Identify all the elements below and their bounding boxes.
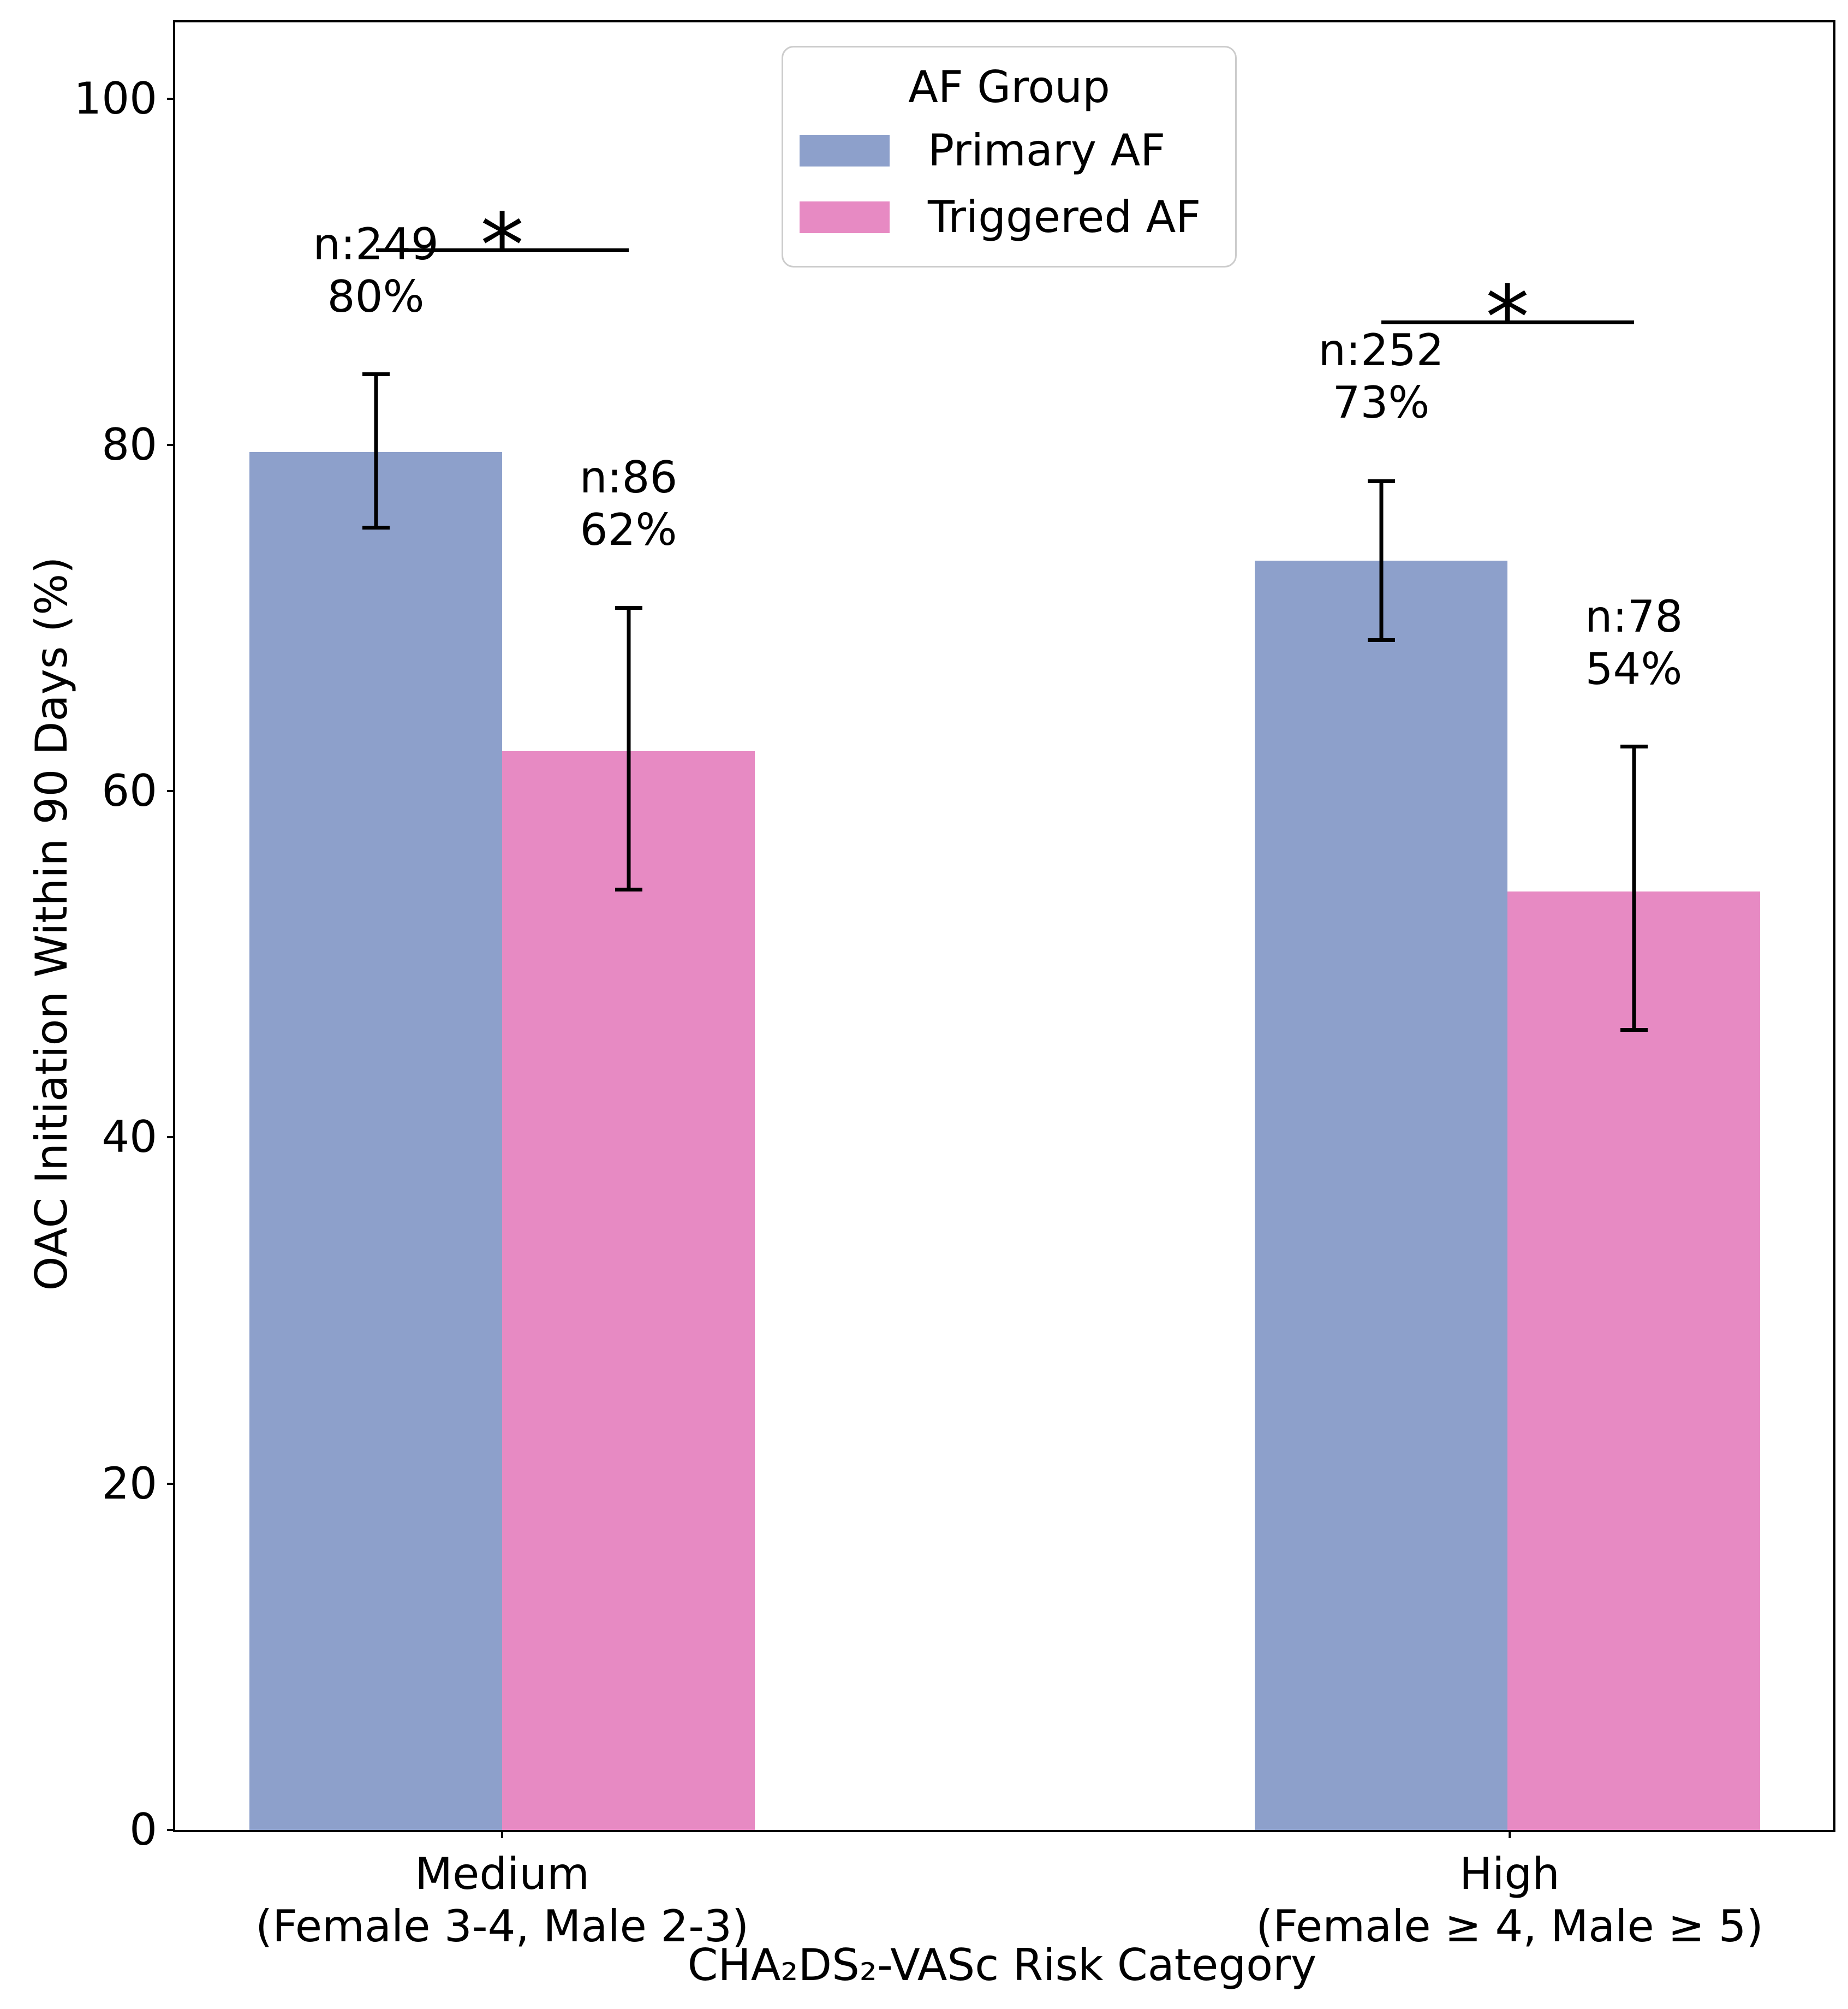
y-axis-title: OAC Initiation Within 90 Days (%) bbox=[26, 556, 77, 1291]
bar-high-triggered-af bbox=[1507, 891, 1761, 1830]
annotation-percent: 80% bbox=[327, 271, 425, 322]
bar-high-primary-af bbox=[1255, 561, 1508, 1830]
x-tick-label-medium: Medium (Female 3-4, Male 2-3) bbox=[255, 1848, 749, 1953]
x-tick-label-line2: (Female ≥ 4, Male ≥ 5) bbox=[1256, 1901, 1763, 1952]
y-tick-label: 80 bbox=[102, 419, 157, 470]
legend: AF Group Primary AF Triggered AF bbox=[782, 46, 1237, 268]
legend-item-primary-af: Primary AF bbox=[800, 117, 1219, 184]
error-bar-high-primary-af bbox=[1367, 479, 1395, 643]
bar-annotation-medium-triggered-af: n:86 62% bbox=[580, 451, 677, 556]
y-tick-20: 20 bbox=[102, 1458, 175, 1509]
plot-area: 0 20 40 60 80 100 n:249 80% n:86 62% n:2… bbox=[74, 20, 1835, 1952]
y-tick-label: 60 bbox=[102, 765, 157, 817]
x-tick-mark bbox=[1508, 1830, 1511, 1838]
y-tick-label: 40 bbox=[102, 1112, 157, 1163]
legend-item-triggered-af: Triggered AF bbox=[800, 184, 1219, 251]
y-tick-mark bbox=[167, 97, 175, 100]
x-tick-label-line1: High bbox=[1459, 1848, 1560, 1899]
bar-medium-primary-af bbox=[249, 451, 503, 1830]
x-tick-high: High (Female ≥ 4, Male ≥ 5) bbox=[1256, 1830, 1763, 1953]
x-tick-medium: Medium (Female 3-4, Male 2-3) bbox=[255, 1830, 749, 1953]
legend-title: AF Group bbox=[908, 62, 1110, 112]
annotation-percent: 54% bbox=[1585, 644, 1683, 695]
bar-medium-triggered-af bbox=[502, 751, 755, 1830]
annotation-percent: 73% bbox=[1332, 377, 1430, 428]
annotation-percent: 62% bbox=[580, 504, 677, 556]
y-tick-mark bbox=[167, 790, 175, 793]
x-axis-title: CHA₂DS₂-VASc Risk Category bbox=[687, 1940, 1317, 1990]
y-tick-label: 0 bbox=[129, 1804, 157, 1855]
y-tick-60: 60 bbox=[102, 769, 175, 813]
error-bar-medium-triggered-af bbox=[615, 605, 642, 892]
annotation-n-count: n:252 bbox=[1318, 324, 1444, 376]
x-tick-label-high: High (Female ≥ 4, Male ≥ 5) bbox=[1256, 1848, 1763, 1953]
y-tick-mark bbox=[167, 1136, 175, 1139]
bar-annotation-high-triggered-af: n:78 54% bbox=[1585, 591, 1683, 696]
y-tick-label: 20 bbox=[102, 1458, 157, 1509]
y-tick-40: 40 bbox=[102, 1115, 175, 1159]
y-tick-mark bbox=[167, 1829, 175, 1831]
y-tick-0: 0 bbox=[129, 1808, 175, 1852]
bar-annotation-high-primary-af: n:252 73% bbox=[1318, 324, 1444, 429]
significance-line bbox=[375, 248, 629, 253]
x-tick-label-line2: (Female 3-4, Male 2-3) bbox=[255, 1901, 749, 1952]
y-tick-80: 80 bbox=[102, 423, 175, 467]
x-tick-label-line1: Medium bbox=[415, 1848, 590, 1899]
x-tick-mark bbox=[501, 1830, 504, 1838]
y-tick-mark bbox=[167, 1482, 175, 1485]
legend-item-label: Primary AF bbox=[928, 125, 1166, 176]
error-bar-high-triggered-af bbox=[1620, 744, 1648, 1032]
annotation-n-count: n:86 bbox=[579, 452, 678, 503]
legend-swatch-primary-af-icon bbox=[800, 135, 890, 167]
legend-swatch-triggered-af-icon bbox=[800, 201, 890, 233]
significance-line bbox=[1381, 320, 1634, 324]
significance-bracket-medium: * bbox=[375, 202, 629, 289]
significance-bracket-high: * bbox=[1381, 274, 1634, 361]
y-tick-label: 100 bbox=[74, 73, 157, 124]
bar-annotation-medium-primary-af: n:249 80% bbox=[313, 218, 438, 323]
y-tick-mark bbox=[167, 443, 175, 446]
annotation-n-count: n:78 bbox=[1584, 591, 1683, 643]
y-tick-100: 100 bbox=[74, 73, 175, 124]
error-bar-medium-primary-af bbox=[362, 372, 390, 530]
legend-item-label: Triggered AF bbox=[928, 192, 1201, 242]
annotation-n-count: n:249 bbox=[313, 218, 439, 270]
